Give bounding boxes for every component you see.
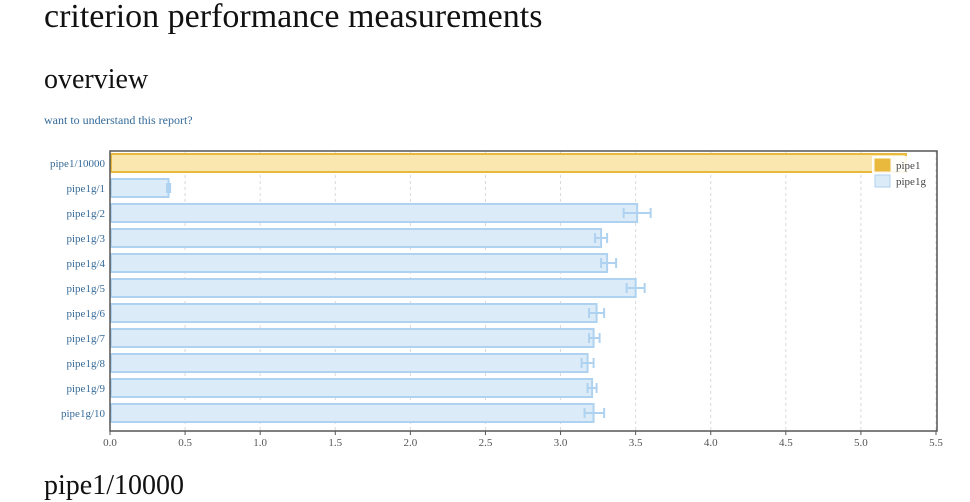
bar	[110, 153, 907, 173]
page-title: criterion performance measurements	[44, 0, 543, 35]
legend-label: pipe1	[896, 160, 920, 172]
x-tick-label: 5.5	[929, 437, 943, 449]
x-tick-label: 3.5	[629, 437, 643, 449]
x-tick-label: 4.0	[704, 437, 718, 449]
category-label: pipe1g/9	[67, 383, 106, 395]
category-label: pipe1g/1	[67, 183, 106, 195]
category-label: pipe1g/4	[67, 258, 106, 270]
bar	[110, 278, 637, 298]
bar	[110, 303, 598, 323]
legend-swatch	[874, 174, 891, 188]
category-label: pipe1g/2	[67, 208, 106, 220]
bar	[110, 353, 589, 373]
x-tick-label: 0.0	[103, 437, 117, 449]
bars-group	[110, 153, 907, 423]
next-section-heading: pipe1/10000	[44, 470, 184, 501]
category-label: pipe1/10000	[50, 158, 105, 170]
x-tick-label: 4.5	[779, 437, 793, 449]
category-label: pipe1g/5	[67, 283, 106, 295]
bar	[110, 378, 594, 398]
x-tick-label: 5.0	[854, 437, 868, 449]
bar	[110, 228, 603, 248]
bar	[110, 328, 595, 348]
bar	[110, 253, 609, 273]
legend-swatch	[874, 158, 891, 172]
overview-chart: 0.0 0.5 1.0 1.5 2.0 2.5 3.0 3.5 4.0 4.5 5.0 5.5 pipe…	[50, 150, 943, 449]
category-label: pipe1g/10	[61, 408, 105, 420]
x-tick-label: 2.0	[403, 437, 417, 449]
category-label: pipe1g/7	[67, 333, 106, 345]
overview-heading: overview	[44, 64, 149, 95]
plot-frame	[109, 150, 938, 432]
x-tick-label: 1.5	[328, 437, 342, 449]
x-tick-label: 1.0	[253, 437, 267, 449]
legend-label: pipe1g	[896, 176, 926, 188]
bar	[110, 203, 639, 223]
category-label: pipe1g/8	[67, 358, 106, 370]
x-tick-label: 2.5	[479, 437, 493, 449]
x-tick-label: 0.5	[178, 437, 192, 449]
understand-report-link[interactable]: want to understand this report?	[44, 113, 193, 127]
bar	[110, 178, 170, 198]
bar	[110, 403, 595, 423]
x-tick-label: 3.0	[554, 437, 568, 449]
legend: pipe1 pipe1g	[872, 156, 934, 194]
category-label: pipe1g/6	[67, 308, 106, 320]
category-label: pipe1g/3	[67, 233, 106, 245]
